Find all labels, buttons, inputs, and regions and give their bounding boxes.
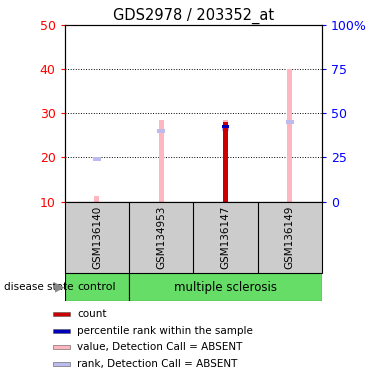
Text: GSM136149: GSM136149 [285, 205, 295, 269]
Text: control: control [78, 282, 116, 292]
Text: disease state: disease state [4, 282, 73, 292]
Bar [93, 157, 101, 161]
Text: count: count [77, 309, 107, 319]
Bar [129, 273, 322, 301]
Text: percentile rank within the sample: percentile rank within the sample [77, 326, 253, 336]
Text: GSM136140: GSM136140 [92, 205, 102, 269]
Text: rank, Detection Call = ABSENT: rank, Detection Call = ABSENT [77, 359, 238, 369]
Text: value, Detection Call = ABSENT: value, Detection Call = ABSENT [77, 342, 243, 352]
Bar [223, 122, 228, 202]
Text: GSM136147: GSM136147 [221, 205, 231, 269]
Bar [222, 125, 229, 128]
Bar [223, 120, 228, 202]
Bar [157, 129, 165, 133]
Bar [53, 345, 70, 349]
Text: GSM134953: GSM134953 [156, 205, 166, 269]
Bar [53, 362, 70, 366]
Bar [53, 312, 70, 316]
Text: ▶: ▶ [55, 281, 64, 293]
Bar [65, 273, 129, 301]
Bar [286, 120, 294, 124]
Bar [159, 120, 164, 202]
Bar [53, 329, 70, 333]
Text: multiple sclerosis: multiple sclerosis [174, 281, 277, 293]
Bar [94, 196, 100, 202]
Bar [222, 127, 229, 131]
Title: GDS2978 / 203352_at: GDS2978 / 203352_at [113, 7, 274, 23]
Bar [287, 69, 292, 202]
